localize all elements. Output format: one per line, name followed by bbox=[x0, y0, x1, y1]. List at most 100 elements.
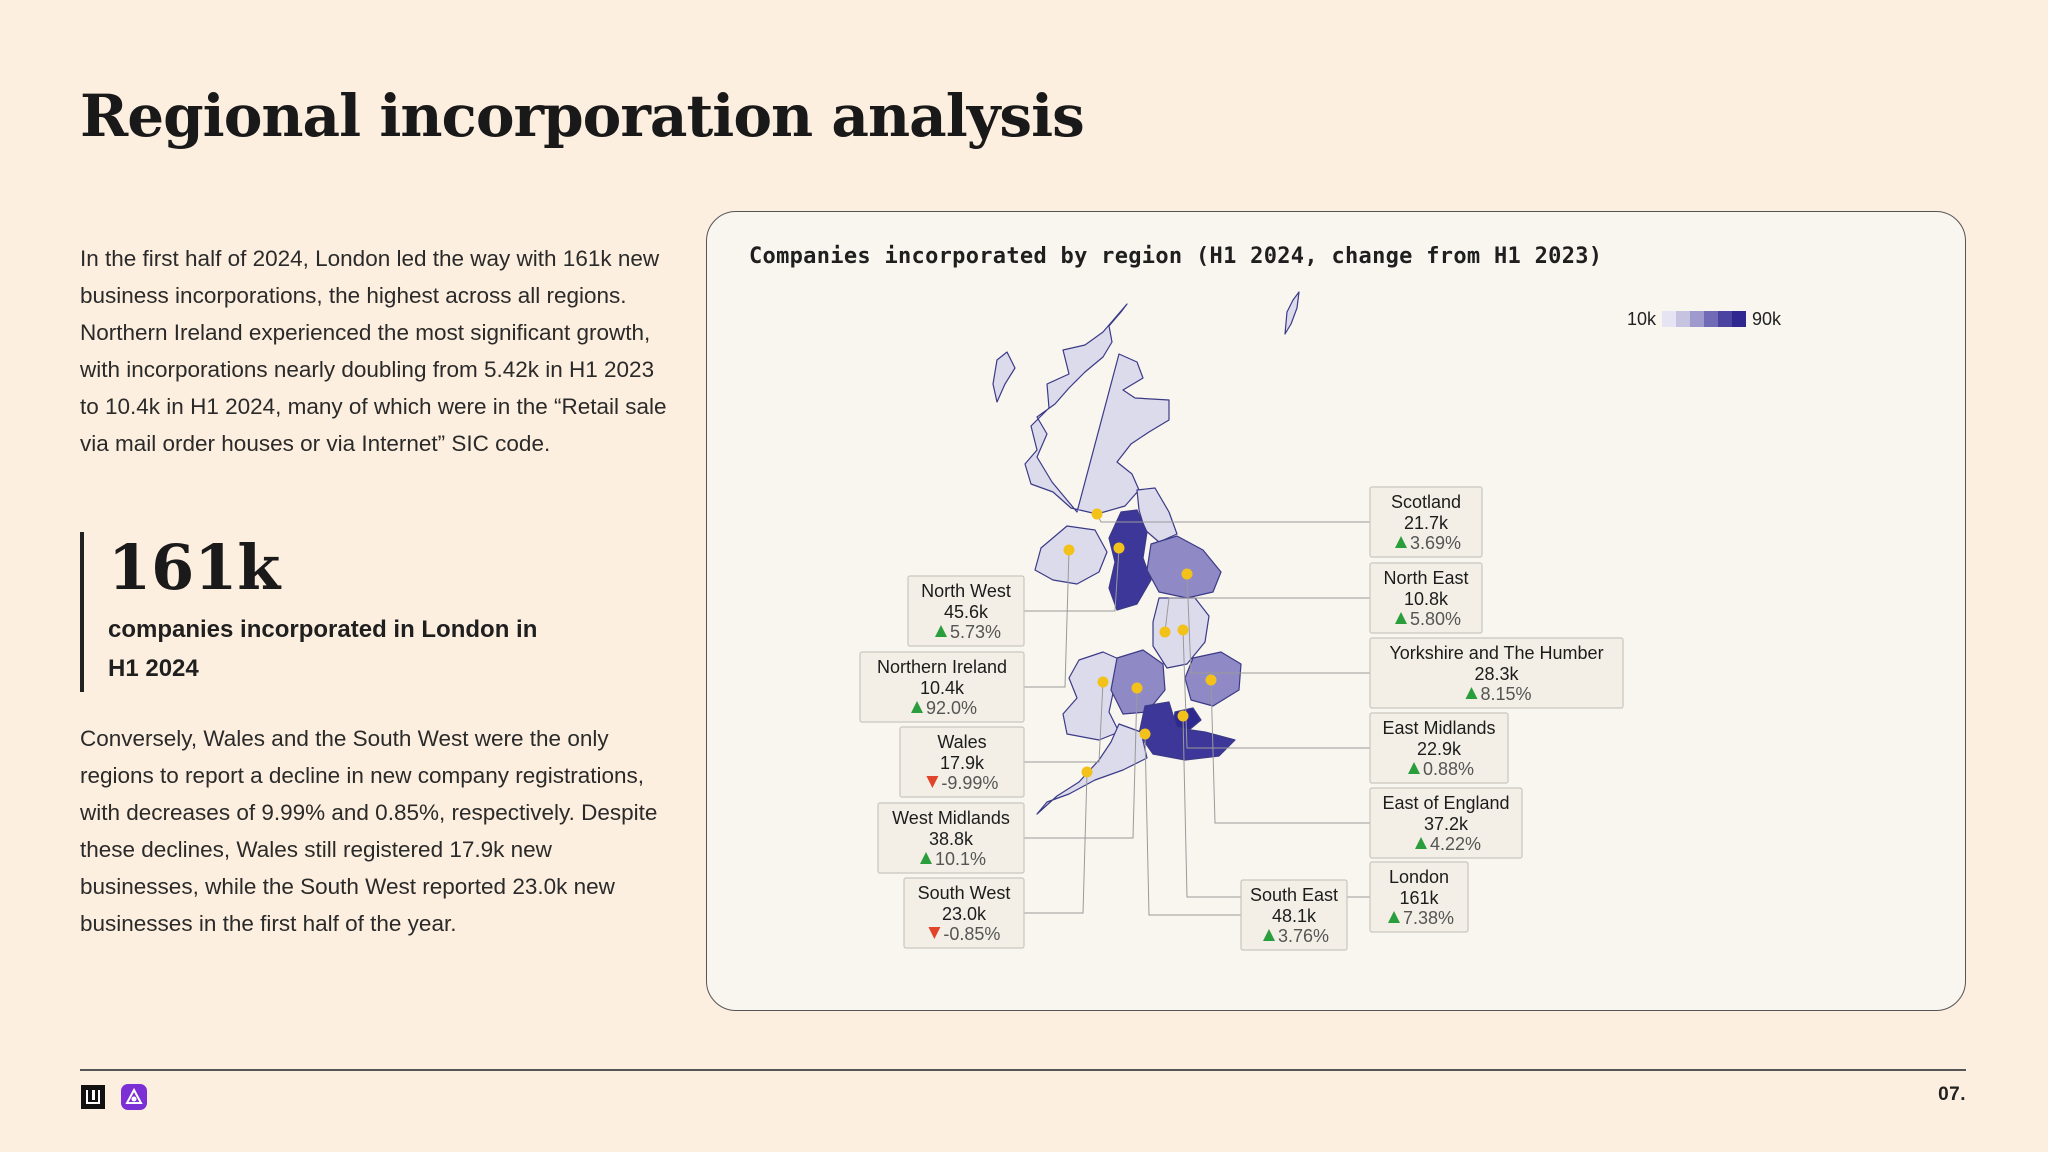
callout-name-london: London bbox=[1389, 867, 1449, 887]
leader-line-east-of-england bbox=[1210, 679, 1370, 824]
up-arrow-icon-east-midlands bbox=[1408, 762, 1420, 774]
marker-west-midlands bbox=[1131, 682, 1143, 694]
marker-northern-ireland bbox=[1063, 544, 1075, 556]
decline-paragraph: Conversely, Wales and the South West wer… bbox=[80, 726, 658, 936]
marker-north-east bbox=[1159, 626, 1171, 638]
region-north-east-shape bbox=[1136, 487, 1178, 543]
callout-name-north-west: North West bbox=[921, 581, 1011, 601]
callout-box-west-midlands bbox=[877, 802, 1025, 874]
callout-name-northern-ireland: Northern Ireland bbox=[877, 657, 1007, 677]
up-arrow-icon-yorkshire-and-the-humber bbox=[1465, 687, 1478, 699]
callout-value-north-west: 45.6k bbox=[944, 602, 989, 622]
stat-caption: companies incorporated in London in H1 2… bbox=[108, 616, 538, 682]
callout-box-north-east bbox=[1369, 562, 1483, 634]
chart-panel: Companies incorporated by region (H1 202… bbox=[706, 211, 1966, 1011]
color-legend: 10k 90k bbox=[1627, 308, 1781, 330]
leader-line-south-east bbox=[1144, 733, 1241, 916]
leader-line-north-west bbox=[1024, 547, 1120, 612]
stat-value: 161k bbox=[108, 531, 281, 604]
leader-line-yorkshire-and-the-humber bbox=[1186, 573, 1370, 674]
stat-highlight: 161k companies incorporated in London in… bbox=[80, 532, 640, 692]
legend-swatch bbox=[1718, 311, 1733, 327]
callout-change-yorkshire-and-the-humber: 8.15% bbox=[1481, 684, 1532, 704]
western-isles-shape bbox=[992, 351, 1016, 403]
region-wales-shape bbox=[1062, 651, 1122, 741]
marker-london bbox=[1177, 710, 1189, 722]
callout-change-north-west: 5.73% bbox=[950, 622, 1001, 642]
chart-title: Companies incorporated by region (H1 202… bbox=[749, 244, 1603, 269]
leader-line-wales bbox=[1024, 681, 1104, 763]
callout-name-south-east: South East bbox=[1250, 885, 1338, 905]
marker-scotland bbox=[1091, 508, 1103, 520]
leader-line-northern-ireland bbox=[1024, 549, 1070, 688]
callout-name-west-midlands: West Midlands bbox=[892, 808, 1010, 828]
callout-change-london: 7.38% bbox=[1403, 908, 1454, 928]
leader-line-west-midlands bbox=[1024, 687, 1138, 839]
callout-change-west-midlands: 10.1% bbox=[935, 849, 986, 869]
marker-wales bbox=[1097, 676, 1109, 688]
legend-swatch bbox=[1690, 311, 1705, 327]
northern-isles-shape bbox=[1284, 291, 1300, 335]
down-arrow-icon-south-west bbox=[928, 927, 941, 939]
legend-swatch bbox=[1662, 311, 1677, 327]
legend-max-label: 90k bbox=[1752, 308, 1782, 329]
callout-name-east-of-england: East of England bbox=[1382, 793, 1509, 813]
callout-box-yorkshire-and-the-humber bbox=[1369, 637, 1624, 709]
up-arrow-icon-east-of-england bbox=[1415, 837, 1427, 849]
callout-value-london: 161k bbox=[1399, 888, 1439, 908]
callout-value-scotland: 21.7k bbox=[1404, 513, 1449, 533]
legend-color-scale bbox=[1662, 311, 1747, 327]
callout-value-north-east: 10.8k bbox=[1404, 589, 1449, 609]
callout-value-south-east: 48.1k bbox=[1272, 906, 1317, 926]
marker-yorkshire-and-the-humber bbox=[1181, 568, 1193, 580]
marker-south-west bbox=[1081, 766, 1093, 778]
footer-divider bbox=[80, 1069, 1966, 1071]
brand-logo-icon bbox=[81, 1085, 105, 1109]
leader-line-north-east bbox=[1164, 597, 1370, 633]
callout-box-scotland bbox=[1369, 486, 1483, 558]
callout-name-north-east: North East bbox=[1383, 568, 1468, 588]
down-arrow-icon-wales bbox=[926, 776, 939, 788]
callout-value-wales: 17.9k bbox=[940, 753, 985, 773]
callout-value-yorkshire-and-the-humber: 28.3k bbox=[1474, 664, 1519, 684]
partner-logo-icon bbox=[121, 1084, 147, 1110]
callout-box-northern-ireland bbox=[859, 651, 1025, 723]
up-arrow-icon-north-west bbox=[935, 625, 947, 637]
callout-name-east-midlands: East Midlands bbox=[1382, 718, 1495, 738]
up-arrow-icon-london bbox=[1388, 911, 1400, 923]
callout-value-northern-ireland: 10.4k bbox=[920, 678, 965, 698]
callout-box-north-west bbox=[907, 575, 1025, 647]
up-arrow-icon-west-midlands bbox=[920, 852, 932, 864]
region-north-west-shape bbox=[1108, 509, 1152, 611]
callout-value-west-midlands: 38.8k bbox=[929, 829, 974, 849]
page-title: Regional incorporation analysis bbox=[80, 82, 1085, 150]
callout-box-east-midlands bbox=[1369, 712, 1509, 784]
region-west-midlands-shape bbox=[1110, 649, 1166, 715]
callout-change-scotland: 3.69% bbox=[1410, 533, 1461, 553]
callout-change-east-midlands: 0.88% bbox=[1423, 759, 1474, 779]
region-scotland-shape bbox=[1024, 303, 1170, 515]
marker-east-midlands bbox=[1177, 624, 1189, 636]
up-arrow-icon-south-east bbox=[1263, 929, 1275, 941]
intro-paragraph: In the first half of 2024, London led th… bbox=[80, 246, 667, 456]
up-arrow-icon-northern-ireland bbox=[911, 701, 923, 713]
region-yorkshire-shape bbox=[1146, 535, 1222, 599]
callout-change-north-east: 5.80% bbox=[1410, 609, 1461, 629]
callout-name-scotland: Scotland bbox=[1391, 492, 1461, 512]
callout-name-yorkshire-and-the-humber: Yorkshire and The Humber bbox=[1389, 643, 1603, 663]
callout-box-east-of-england bbox=[1369, 787, 1523, 859]
legend-swatch bbox=[1704, 311, 1719, 327]
callout-value-east-midlands: 22.9k bbox=[1417, 739, 1462, 759]
callout-value-east-of-england: 37.2k bbox=[1424, 814, 1469, 834]
